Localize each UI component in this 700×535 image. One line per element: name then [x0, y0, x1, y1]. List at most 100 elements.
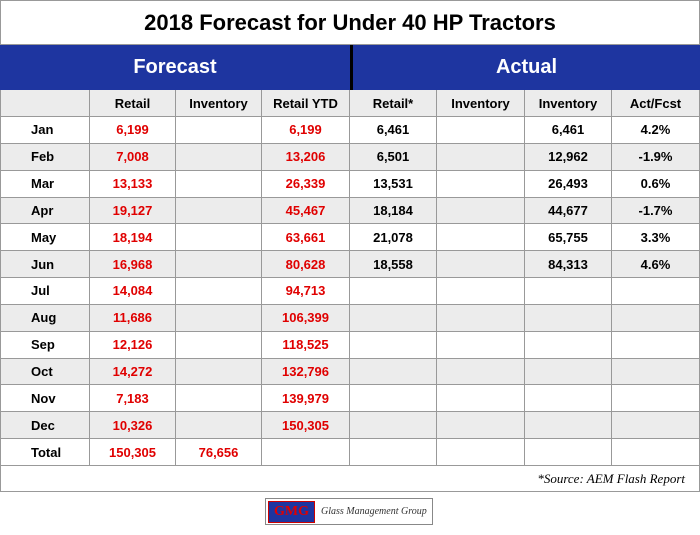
table-cell: [437, 170, 525, 198]
source-note: *Source: AEM Flash Report: [0, 466, 700, 492]
table-cell: 63,661: [262, 224, 350, 252]
table-cell: [176, 170, 262, 198]
table-cell: 6,199: [90, 117, 176, 144]
table-cell: 6,199: [262, 117, 350, 144]
table-cell: 65,755: [525, 224, 612, 252]
table-cell: Jul: [0, 278, 90, 305]
table-cell: 21,078: [350, 224, 437, 252]
table-cell: 18,558: [350, 251, 437, 279]
table-cell: 14,272: [90, 358, 176, 386]
table-cell: Aug: [0, 304, 90, 332]
table-cell: [176, 143, 262, 171]
table-cell: [437, 224, 525, 252]
table-cell: [525, 278, 612, 305]
table-cell: [176, 412, 262, 440]
table-cell: 6,461: [350, 117, 437, 144]
column-header: Retail*: [350, 90, 437, 117]
table-cell: [176, 251, 262, 279]
table-cell: 118,525: [262, 331, 350, 359]
table-cell: 6,501: [350, 143, 437, 171]
table-cell: [612, 412, 700, 440]
table-cell: 12,962: [525, 143, 612, 171]
table-cell: [176, 304, 262, 332]
column-header: Retail: [90, 90, 176, 117]
table-cell: [525, 412, 612, 440]
table-cell: [525, 385, 612, 413]
column-header: Act/Fcst: [612, 90, 700, 117]
table-cell: [350, 439, 437, 466]
table-cell: 4.6%: [612, 251, 700, 279]
table-cell: [525, 304, 612, 332]
table-cell: -1.9%: [612, 143, 700, 171]
table-cell: 94,713: [262, 278, 350, 305]
table-cell: [437, 439, 525, 466]
table-cell: 4.2%: [612, 117, 700, 144]
table-cell: 44,677: [525, 197, 612, 225]
table-cell: 11,686: [90, 304, 176, 332]
table-cell: 45,467: [262, 197, 350, 225]
table-cell: 13,133: [90, 170, 176, 198]
group-header: Actual: [350, 45, 700, 90]
group-header: Forecast: [0, 45, 350, 90]
table-cell: 18,194: [90, 224, 176, 252]
table-cell: [350, 278, 437, 305]
column-header: Retail YTD: [262, 90, 350, 117]
table-cell: Total: [0, 439, 90, 466]
table-cell: 10,326: [90, 412, 176, 440]
table-cell: [350, 385, 437, 413]
table-cell: [437, 143, 525, 171]
table-cell: [437, 117, 525, 144]
table-cell: Sep: [0, 331, 90, 359]
table-cell: [176, 331, 262, 359]
table-cell: 6,461: [525, 117, 612, 144]
table-cell: [525, 358, 612, 386]
table-cell: 12,126: [90, 331, 176, 359]
table-cell: [350, 358, 437, 386]
table-cell: Nov: [0, 385, 90, 413]
table-cell: [612, 304, 700, 332]
table-cell: [176, 278, 262, 305]
table-cell: 7,183: [90, 385, 176, 413]
table-cell: [437, 331, 525, 359]
table-cell: Jan: [0, 117, 90, 144]
table-cell: Feb: [0, 143, 90, 171]
table-cell: [437, 412, 525, 440]
table-cell: [437, 278, 525, 305]
logo-mark: GMG: [268, 500, 315, 523]
table-cell: [612, 358, 700, 386]
table-cell: 132,796: [262, 358, 350, 386]
table-cell: [350, 412, 437, 440]
table-cell: [176, 197, 262, 225]
table-cell: 13,531: [350, 170, 437, 198]
table-cell: Apr: [0, 197, 90, 225]
table-cell: [350, 304, 437, 332]
table-cell: [262, 439, 350, 466]
table-cell: [612, 385, 700, 413]
table-cell: [437, 358, 525, 386]
table-cell: 7,008: [90, 143, 176, 171]
column-header: Inventory: [437, 90, 525, 117]
table-cell: Oct: [0, 358, 90, 386]
table-cell: [176, 117, 262, 144]
table-cell: 18,184: [350, 197, 437, 225]
table-cell: 3.3%: [612, 224, 700, 252]
table-cell: 19,127: [90, 197, 176, 225]
column-header: Inventory: [176, 90, 262, 117]
table-cell: 150,305: [262, 412, 350, 440]
table-cell: [612, 331, 700, 359]
table-cell: [176, 385, 262, 413]
table-cell: Jun: [0, 251, 90, 279]
table-cell: Dec: [0, 412, 90, 440]
table-cell: 16,968: [90, 251, 176, 279]
table-cell: 106,399: [262, 304, 350, 332]
table-cell: 13,206: [262, 143, 350, 171]
table-cell: [525, 439, 612, 466]
table-cell: [176, 224, 262, 252]
table-cell: [612, 439, 700, 466]
logo: GMG Glass Management Group: [265, 498, 433, 525]
table-cell: [437, 251, 525, 279]
table-cell: [176, 358, 262, 386]
table-cell: [350, 331, 437, 359]
table-cell: 80,628: [262, 251, 350, 279]
